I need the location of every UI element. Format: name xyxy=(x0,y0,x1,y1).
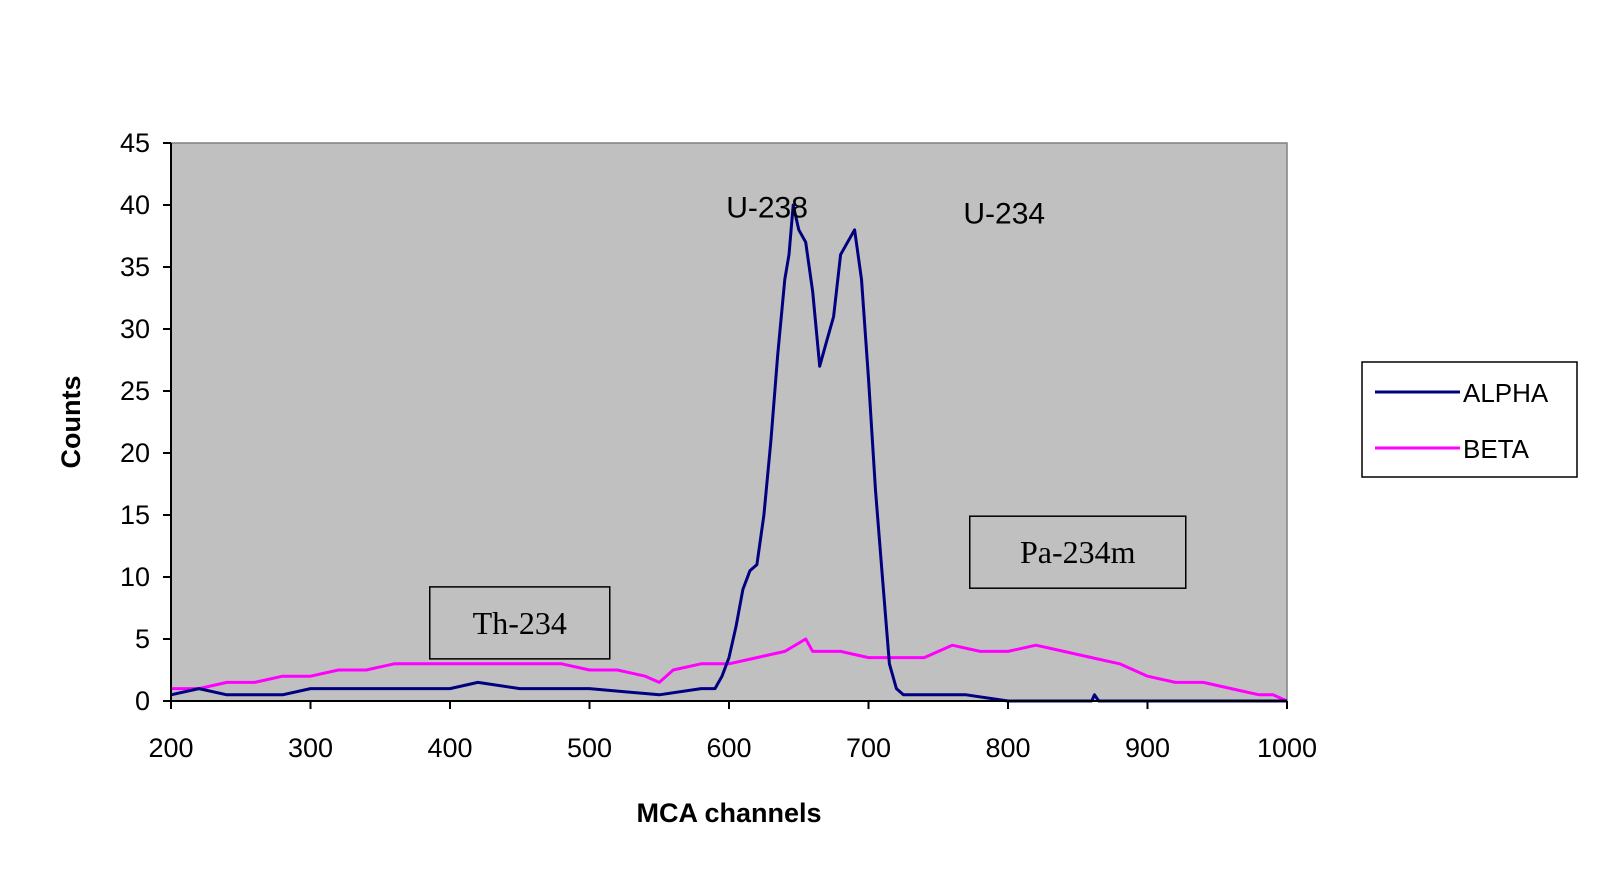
y-tick-label: 10 xyxy=(120,562,150,592)
annotation-th234-label: Th-234 xyxy=(473,605,567,641)
series-layer xyxy=(170,203,1288,703)
x-tick-label: 700 xyxy=(846,733,891,763)
series-line-alpha xyxy=(170,203,1287,703)
x-tick-label: 200 xyxy=(148,733,193,763)
y-tick-label: 5 xyxy=(135,624,150,654)
y-tick-label: 15 xyxy=(120,500,150,530)
y-tick-label: 25 xyxy=(120,376,150,406)
legend-label-alpha: ALPHA xyxy=(1463,378,1549,408)
x-tick-label: 1000 xyxy=(1257,733,1317,763)
x-tick-label: 300 xyxy=(288,733,333,763)
annotation-box-th234: Th-234 xyxy=(429,586,611,660)
x-tick-label: 400 xyxy=(427,733,472,763)
plot-area xyxy=(170,142,1288,702)
annotation-box-pa234m: Pa-234m xyxy=(969,515,1187,589)
x-axis-ticks: 200 300 400 500 600 700 800 900 1000 xyxy=(148,701,1317,763)
x-tick-label: 600 xyxy=(706,733,751,763)
y-tick-label: 40 xyxy=(120,190,150,220)
legend: ALPHA BETA xyxy=(1361,361,1578,478)
y-axis-title: Counts xyxy=(56,376,86,469)
y-tick-label: 35 xyxy=(120,252,150,282)
y-tick-label: 30 xyxy=(120,314,150,344)
y-tick-label: 45 xyxy=(120,128,150,158)
legend-label-beta: BETA xyxy=(1463,434,1530,464)
annotation-u238: U-238 xyxy=(726,191,808,224)
y-tick-label: 0 xyxy=(135,686,150,716)
x-tick-label: 500 xyxy=(567,733,612,763)
annotation-pa234m-label: Pa-234m xyxy=(1020,534,1136,570)
series-line-beta xyxy=(171,637,1288,703)
x-tick-label: 900 xyxy=(1125,733,1170,763)
y-tick-label: 20 xyxy=(120,438,150,468)
x-axis-title: MCA channels xyxy=(636,798,821,828)
y-axis-ticks: 0 5 10 15 20 25 30 35 40 45 xyxy=(120,128,171,716)
legend-frame xyxy=(1361,361,1578,478)
x-tick-label: 800 xyxy=(985,733,1030,763)
annotation-u234: U-234 xyxy=(963,198,1045,231)
